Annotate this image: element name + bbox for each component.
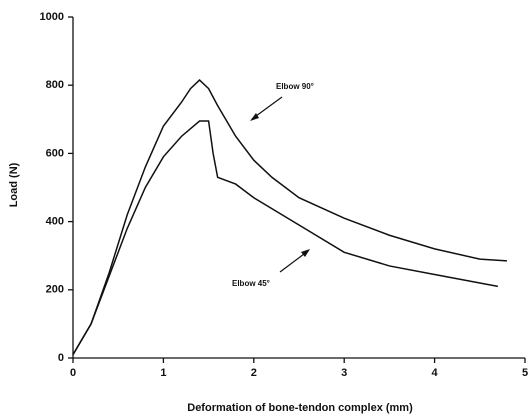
- x-tick-label: 3: [341, 367, 347, 379]
- y-tick-label: 600: [46, 147, 64, 159]
- y-tick-label: 0: [58, 352, 64, 364]
- y-tick-label: 1000: [40, 11, 64, 23]
- y-tick-label: 400: [46, 216, 64, 228]
- y-axis-label: Load (N): [8, 162, 20, 207]
- x-tick-label: 2: [251, 367, 257, 379]
- series-label: Elbow 90°: [276, 82, 314, 91]
- x-tick-label: 4: [432, 367, 439, 379]
- y-tick-label: 800: [46, 79, 64, 91]
- arrow-head: [301, 249, 310, 257]
- arrow-head: [250, 113, 259, 121]
- x-axis-label: Deformation of bone-tendon complex (mm): [187, 402, 413, 414]
- y-tick-label: 200: [46, 284, 64, 296]
- series-label: Elbow 45°: [232, 279, 270, 288]
- series-line: [72, 79, 507, 355]
- x-tick-label: 5: [522, 367, 528, 379]
- x-tick-label: 0: [70, 367, 76, 379]
- x-tick-label: 1: [160, 367, 166, 379]
- series-line: [72, 120, 499, 355]
